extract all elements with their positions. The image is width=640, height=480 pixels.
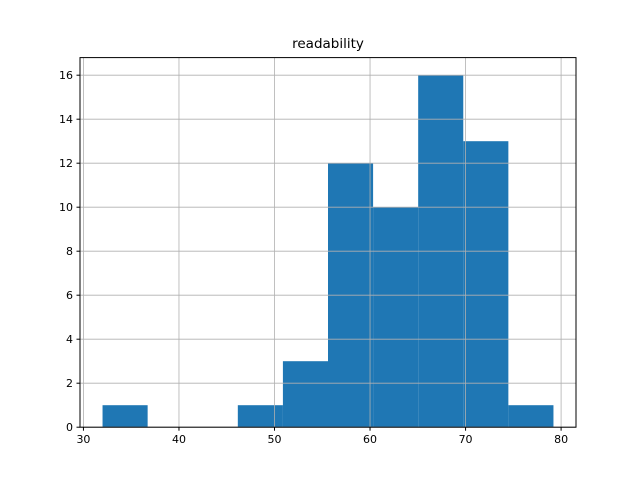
histogram-bar [282, 361, 328, 428]
y-tick-label: 16 [59, 69, 73, 82]
axis-tick-marks [76, 74, 562, 431]
axes-spines [79, 57, 577, 428]
y-tick-label: 4 [66, 333, 73, 346]
x-tick-label: 60 [363, 433, 377, 446]
histogram-bar [508, 405, 554, 428]
y-tick-label: 14 [59, 113, 73, 126]
y-tick-label: 8 [66, 245, 73, 258]
histogram-bar [463, 141, 509, 428]
x-tick-labels: 30 40 50 60 70 80 [76, 433, 568, 446]
y-tick-label: 6 [66, 289, 73, 302]
y-tick-label: 2 [66, 377, 73, 390]
x-tick-label: 40 [172, 433, 186, 446]
y-tick-label: 0 [66, 421, 73, 434]
chart-title: readability [292, 36, 364, 52]
histogram-bar [102, 405, 148, 428]
histogram-bar [237, 405, 283, 428]
x-tick-label: 70 [459, 433, 473, 446]
x-tick-label: 50 [268, 433, 282, 446]
y-tick-label: 12 [59, 157, 73, 170]
y-tick-labels: 0 2 4 6 8 10 12 14 16 [59, 69, 73, 434]
x-tick-label: 30 [76, 433, 90, 446]
histogram-bar [373, 207, 419, 428]
y-tick-label: 10 [59, 201, 73, 214]
axes-border [79, 57, 577, 428]
x-tick-label: 80 [554, 433, 568, 446]
